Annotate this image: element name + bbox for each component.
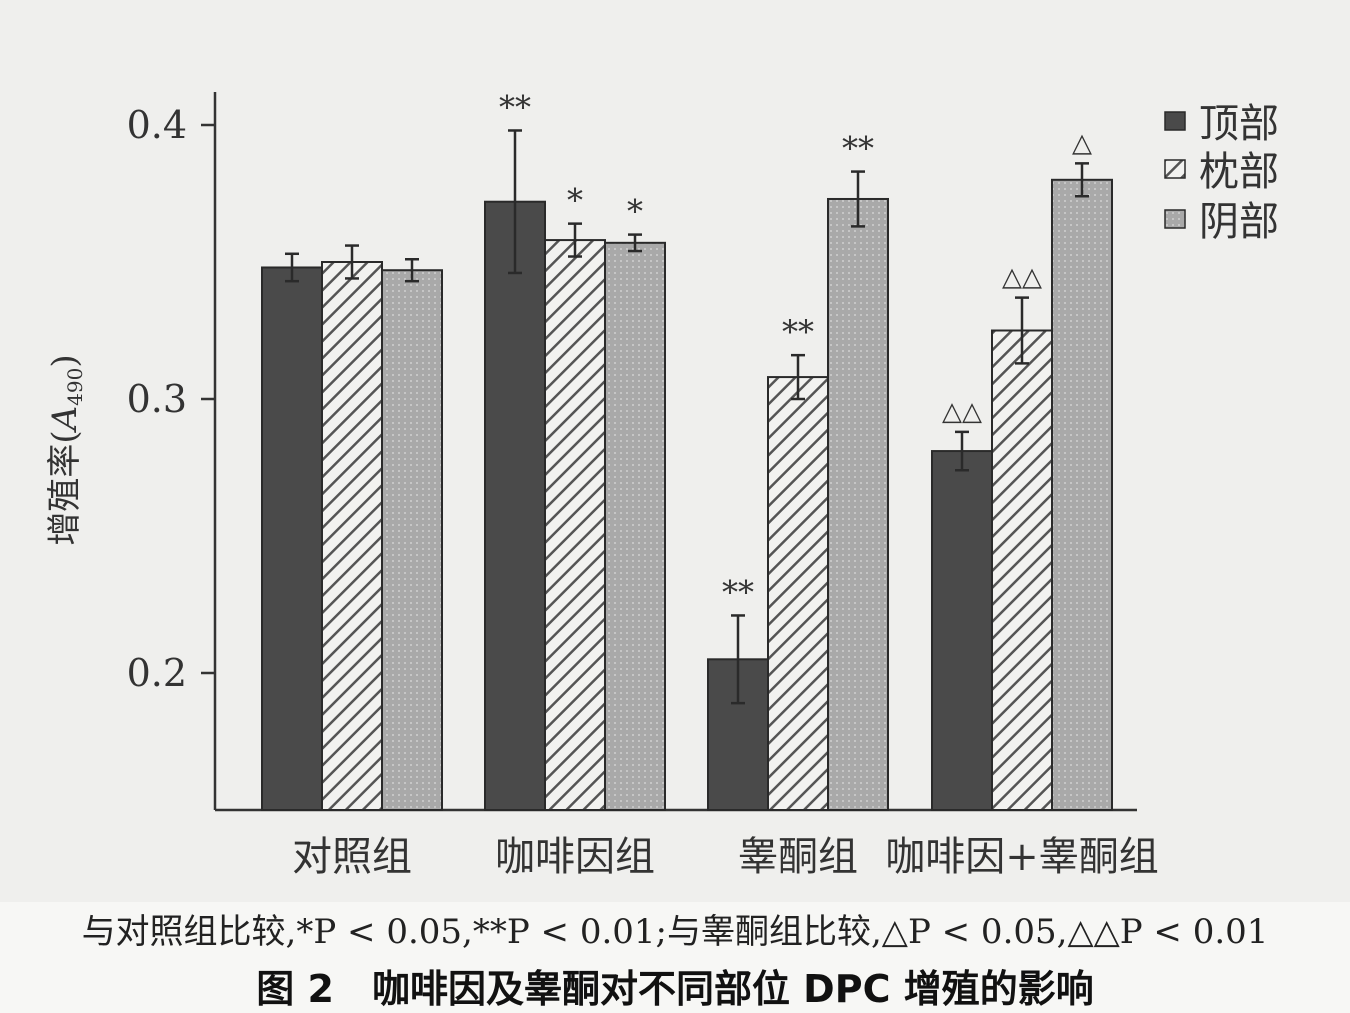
y-tick-label: 0.3 [127,377,187,421]
x-tick-label: 睾酮组 [738,834,858,880]
significance-mark: ** [722,573,754,611]
legend-label-1: 顶部 [1199,101,1279,147]
significance-mark: △△ [1002,263,1042,293]
significance-mark: △△ [942,397,982,427]
y-axis-label: 增殖率(A490) [45,354,87,545]
bar-3-group-1 [381,269,443,812]
significance-mark: △ [1072,128,1092,158]
bar-2-group-1 [321,261,383,811]
significance-mark: ** [842,130,874,168]
bar-1-group-4 [931,450,993,811]
significance-mark: ** [499,88,531,126]
bar-1-group-1 [261,266,323,812]
x-tick-label: 对照组 [292,834,412,880]
figure-area: 0.2 0.3 0.4 增殖率(A490) 对照组 ** * * 咖啡因组 ** ** ** 睾酮组 △△… [45,88,1279,880]
bar-2-group-3 [767,376,829,811]
bar-3-group-4 [1051,178,1113,812]
bar-1-group-2 [484,200,546,812]
x-tick-label: 咖啡因组 [495,834,655,880]
x-tick-label: 咖啡因+睾酮组 [885,834,1159,880]
y-tick-label: 0.4 [127,103,187,147]
legend-label-2: 枕部 [1199,149,1279,195]
bar-2-group-2 [544,239,606,811]
legend-swatch-1 [1164,111,1186,131]
bar-2-group-4 [991,329,1053,811]
legend-label-3: 阴部 [1199,199,1279,245]
significance-mark: * [567,182,583,220]
significance-mark: ** [782,313,814,351]
significance-note: 与对照组比较,*P < 0.05,**P < 0.01;与睾酮组比较,△P < … [81,912,1269,952]
legend-swatch-3 [1164,209,1186,229]
bar-3-group-2 [604,241,666,811]
y-tick-label: 0.2 [127,651,187,695]
legend-swatch-2 [1164,159,1186,179]
bar-3-group-3 [827,197,889,812]
significance-mark: * [627,193,643,231]
figure-caption: 图 2 咖啡因及睾酮对不同部位 DPC 增殖的影响 [256,967,1094,1011]
